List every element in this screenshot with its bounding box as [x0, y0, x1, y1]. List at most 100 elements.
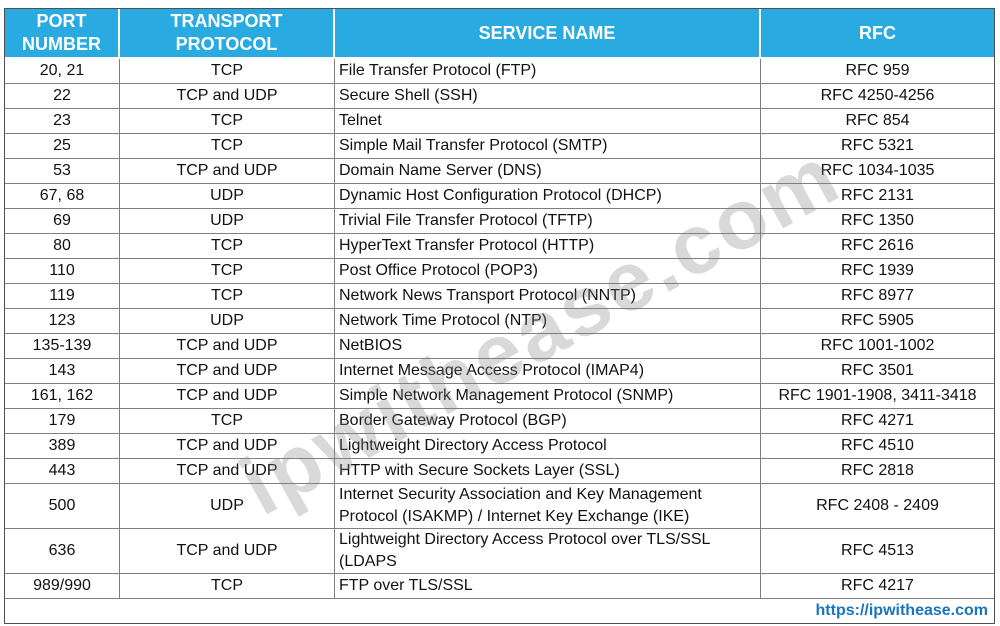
- service-cell: Dynamic Host Configuration Protocol (DHC…: [335, 184, 761, 209]
- table-row: 20, 21 TCP File Transfer Protocol (FTP) RFC…: [5, 59, 994, 84]
- table-header: PORT NUMBER TRANSPORT PROTOCOL SERVICE N…: [5, 9, 994, 59]
- service-cell: Lightweight Directory Access Protocol ov…: [335, 529, 761, 574]
- table-row: 989/990 TCP FTP over TLS/SSL RFC 4217: [5, 574, 994, 599]
- protocol-cell: TCP and UDP: [120, 159, 335, 184]
- header-cell-transport-protocol: TRANSPORT PROTOCOL: [120, 9, 335, 59]
- protocol-cell: TCP and UDP: [120, 84, 335, 109]
- rfc-cell: RFC 3501: [761, 359, 994, 384]
- service-cell: HTTP with Secure Sockets Layer (SSL): [335, 459, 761, 484]
- port-cell: 53: [5, 159, 120, 184]
- rfc-cell: RFC 4513: [761, 529, 994, 574]
- port-cell: 23: [5, 109, 120, 134]
- protocol-cell: TCP and UDP: [120, 384, 335, 409]
- rfc-cell: RFC 854: [761, 109, 994, 134]
- service-cell: FTP over TLS/SSL: [335, 574, 761, 599]
- ports-table: PORT NUMBER TRANSPORT PROTOCOL SERVICE N…: [5, 9, 994, 599]
- rfc-cell: RFC 1001-1002: [761, 334, 994, 359]
- service-cell: Border Gateway Protocol (BGP): [335, 409, 761, 434]
- table-row: 123 UDP Network Time Protocol (NTP) RFC 590…: [5, 309, 994, 334]
- port-cell: 80: [5, 234, 120, 259]
- protocol-cell: TCP: [120, 234, 335, 259]
- rfc-cell: RFC 2818: [761, 459, 994, 484]
- table-row: 179 TCP Border Gateway Protocol (BGP) RFC 4…: [5, 409, 994, 434]
- rfc-cell: RFC 4510: [761, 434, 994, 459]
- header-cell-service-name: SERVICE NAME: [335, 9, 761, 59]
- footer-link[interactable]: https://ipwithease.com: [815, 602, 988, 619]
- service-cell: Post Office Protocol (POP3): [335, 259, 761, 284]
- protocol-cell: UDP: [120, 184, 335, 209]
- service-cell: Simple Network Management Protocol (SNMP…: [335, 384, 761, 409]
- port-cell: 119: [5, 284, 120, 309]
- table-row: 23 TCP Telnet RFC 854: [5, 109, 994, 134]
- ports-table-container: PORT NUMBER TRANSPORT PROTOCOL SERVICE N…: [4, 8, 995, 624]
- service-cell: Simple Mail Transfer Protocol (SMTP): [335, 134, 761, 159]
- rfc-cell: RFC 5905: [761, 309, 994, 334]
- port-cell: 123: [5, 309, 120, 334]
- port-cell: 500: [5, 484, 120, 529]
- service-cell: Lightweight Directory Access Protocol: [335, 434, 761, 459]
- rfc-cell: RFC 1901-1908, 3411-3418: [761, 384, 994, 409]
- rfc-cell: RFC 4250-4256: [761, 84, 994, 109]
- service-cell: Trivial File Transfer Protocol (TFTP): [335, 209, 761, 234]
- port-cell: 179: [5, 409, 120, 434]
- protocol-cell: UDP: [120, 309, 335, 334]
- table-body: 20, 21 TCP File Transfer Protocol (FTP) RFC…: [5, 59, 994, 599]
- service-cell: Internet Message Access Protocol (IMAP4): [335, 359, 761, 384]
- rfc-cell: RFC 1939: [761, 259, 994, 284]
- table-row: 636 TCP and UDP Lightweight Directory Acce…: [5, 529, 994, 574]
- port-cell: 22: [5, 84, 120, 109]
- port-cell: 110: [5, 259, 120, 284]
- protocol-cell: TCP: [120, 134, 335, 159]
- service-cell: Network Time Protocol (NTP): [335, 309, 761, 334]
- port-cell: 69: [5, 209, 120, 234]
- table-row: 389 TCP and UDP Lightweight Directory Acce…: [5, 434, 994, 459]
- protocol-cell: TCP and UDP: [120, 359, 335, 384]
- table-row: 135-139 TCP and UDP NetBIOS RFC 1001-1002: [5, 334, 994, 359]
- table-row: 67, 68 UDP Dynamic Host Configuration Prot…: [5, 184, 994, 209]
- protocol-cell: UDP: [120, 484, 335, 529]
- protocol-cell: TCP and UDP: [120, 529, 335, 574]
- protocol-cell: TCP: [120, 284, 335, 309]
- rfc-cell: RFC 2408 - 2409: [761, 484, 994, 529]
- table-row: 161, 162 TCP and UDP Simple Network Manage…: [5, 384, 994, 409]
- table-row: 25 TCP Simple Mail Transfer Protocol (SMTP…: [5, 134, 994, 159]
- protocol-cell: TCP: [120, 59, 335, 84]
- protocol-cell: TCP: [120, 259, 335, 284]
- table-row: 110 TCP Post Office Protocol (POP3) RFC 193…: [5, 259, 994, 284]
- rfc-cell: RFC 4271: [761, 409, 994, 434]
- table-row: 500 UDP Internet Security Association and …: [5, 484, 994, 529]
- header-row: PORT NUMBER TRANSPORT PROTOCOL SERVICE N…: [5, 9, 994, 59]
- port-cell: 143: [5, 359, 120, 384]
- service-cell: Domain Name Server (DNS): [335, 159, 761, 184]
- table-row: 22 TCP and UDP Secure Shell (SSH) RFC 4250-…: [5, 84, 994, 109]
- header-cell-port-number: PORT NUMBER: [5, 9, 120, 59]
- protocol-cell: TCP and UDP: [120, 434, 335, 459]
- port-cell: 443: [5, 459, 120, 484]
- protocol-cell: TCP: [120, 574, 335, 599]
- port-cell: 636: [5, 529, 120, 574]
- port-cell: 389: [5, 434, 120, 459]
- table-row: 443 TCP and UDP HTTP with Secure Sockets L…: [5, 459, 994, 484]
- port-cell: 989/990: [5, 574, 120, 599]
- service-cell: HyperText Transfer Protocol (HTTP): [335, 234, 761, 259]
- footer-bar: https://ipwithease.com: [5, 599, 994, 623]
- port-cell: 161, 162: [5, 384, 120, 409]
- service-cell: Telnet: [335, 109, 761, 134]
- service-cell: Secure Shell (SSH): [335, 84, 761, 109]
- header-cell-rfc: RFC: [761, 9, 994, 59]
- port-cell: 20, 21: [5, 59, 120, 84]
- rfc-cell: RFC 1034-1035: [761, 159, 994, 184]
- protocol-cell: UDP: [120, 209, 335, 234]
- port-cell: 67, 68: [5, 184, 120, 209]
- service-cell: File Transfer Protocol (FTP): [335, 59, 761, 84]
- protocol-cell: TCP: [120, 409, 335, 434]
- table-row: 80 TCP HyperText Transfer Protocol (HTTP) R…: [5, 234, 994, 259]
- protocol-cell: TCP and UDP: [120, 334, 335, 359]
- port-cell: 135-139: [5, 334, 120, 359]
- rfc-cell: RFC 4217: [761, 574, 994, 599]
- port-cell: 25: [5, 134, 120, 159]
- rfc-cell: RFC 5321: [761, 134, 994, 159]
- service-cell: Internet Security Association and Key Ma…: [335, 484, 761, 529]
- rfc-cell: RFC 959: [761, 59, 994, 84]
